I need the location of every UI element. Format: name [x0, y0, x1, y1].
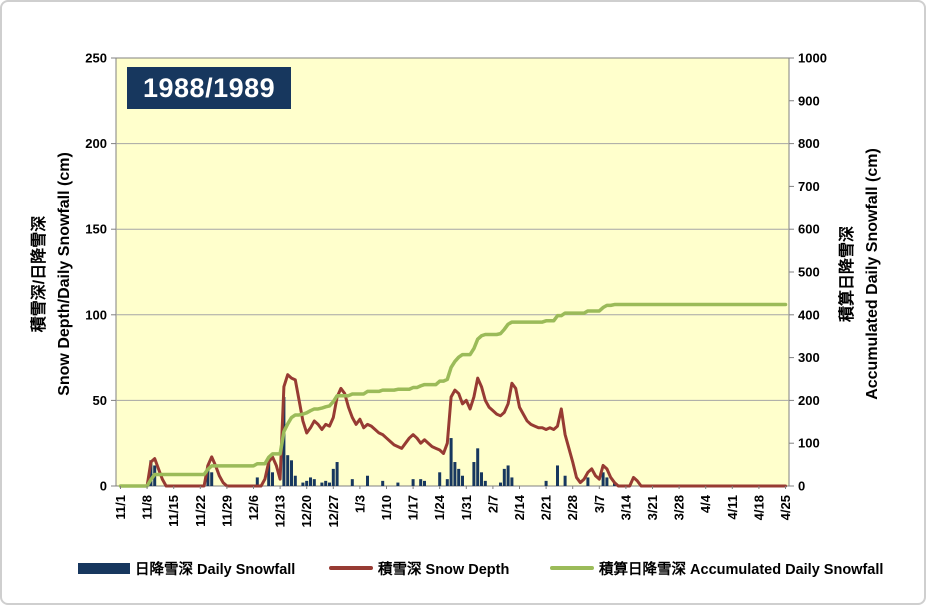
svg-text:4/11: 4/11 — [725, 495, 740, 520]
svg-text:0: 0 — [798, 479, 805, 494]
svg-text:3/28: 3/28 — [672, 495, 687, 520]
svg-text:0: 0 — [100, 479, 107, 494]
svg-text:3/14: 3/14 — [618, 494, 633, 520]
daily-snowfall-bars — [149, 396, 616, 486]
svg-text:1/24: 1/24 — [432, 494, 447, 520]
legend-label: 積雪深 Snow Depth — [378, 561, 510, 578]
legend-item-daily-snowfall: 日降雪深 Daily Snowfall — [78, 555, 295, 581]
svg-text:1/10: 1/10 — [379, 495, 394, 520]
legend: 日降雪深 Daily Snowfall 積雪深 Snow Depth 積算日降雪… — [2, 555, 924, 581]
svg-text:1000: 1000 — [798, 51, 827, 66]
svg-text:12/13: 12/13 — [273, 495, 288, 528]
svg-text:2/7: 2/7 — [485, 495, 500, 513]
svg-text:900: 900 — [798, 93, 820, 108]
svg-text:2/28: 2/28 — [565, 495, 580, 520]
plot-area — [115, 57, 790, 487]
snow-depth-line — [119, 373, 787, 488]
svg-text:1/17: 1/17 — [406, 495, 421, 520]
legend-label: 積算日降雪深 Accumulated Daily Snowfall — [599, 561, 884, 578]
svg-text:600: 600 — [798, 222, 820, 237]
chart-title: 1988/1989 — [127, 67, 292, 110]
left-axis-title-en: Snow Depth/Daily Snowfall (cm) — [56, 152, 73, 396]
svg-text:3/21: 3/21 — [645, 495, 660, 520]
accumulated-snowfall-swatch-icon — [550, 566, 594, 570]
svg-text:12/6: 12/6 — [246, 495, 261, 520]
svg-text:100: 100 — [798, 436, 820, 451]
svg-text:11/15: 11/15 — [166, 495, 181, 527]
svg-text:1/31: 1/31 — [459, 495, 474, 520]
right-axis-title: 積算日降雪深 Accumulated Daily Snowfall (cm) — [835, 148, 885, 400]
right-axis: 0 100 200 300 400 500 600 700 800 900 1000 — [789, 51, 827, 494]
legend-label: 日降雪深 Daily Snowfall — [135, 561, 296, 578]
svg-text:3/7: 3/7 — [592, 495, 607, 513]
svg-text:2/14: 2/14 — [512, 494, 527, 520]
svg-text:500: 500 — [798, 265, 820, 280]
svg-text:4/25: 4/25 — [778, 495, 793, 520]
svg-text:400: 400 — [798, 307, 820, 322]
left-axis-title: 積雪深/日降雪深 Snow Depth/Daily Snowfall (cm) — [27, 152, 77, 396]
gridlines — [116, 143, 789, 401]
accumulated-snowfall-line — [118, 302, 788, 488]
daily-snowfall-swatch-icon — [78, 562, 130, 574]
snow-depth-swatch-icon — [329, 566, 373, 570]
right-axis-title-en: Accumulated Daily Snowfall (cm) — [864, 148, 881, 400]
legend-item-snow-depth: 積雪深 Snow Depth — [329, 555, 509, 581]
right-axis-title-ja: 積算日降雪深 — [839, 225, 856, 323]
svg-text:11/29: 11/29 — [219, 495, 234, 527]
svg-text:200: 200 — [798, 393, 820, 408]
svg-text:4/18: 4/18 — [751, 495, 766, 520]
left-axis: 0 50 100 150 200 250 — [85, 51, 116, 494]
svg-text:100: 100 — [85, 307, 107, 322]
legend-item-accumulated-snowfall: 積算日降雪深 Accumulated Daily Snowfall — [550, 555, 883, 581]
svg-text:2/21: 2/21 — [539, 495, 554, 520]
left-axis-title-ja: 積雪深/日降雪深 — [31, 215, 48, 333]
svg-text:200: 200 — [85, 136, 107, 151]
svg-text:11/1: 11/1 — [113, 495, 128, 520]
svg-text:700: 700 — [798, 179, 820, 194]
svg-text:1/3: 1/3 — [352, 495, 367, 513]
svg-text:12/27: 12/27 — [326, 495, 341, 528]
x-axis: 11/1 11/8 11/15 11/22 11/29 12/6 12/13 12/20 12/… — [113, 486, 793, 528]
svg-text:300: 300 — [798, 350, 820, 365]
svg-text:4/4: 4/4 — [698, 494, 713, 513]
svg-text:11/8: 11/8 — [140, 495, 155, 520]
svg-text:150: 150 — [85, 222, 107, 237]
svg-text:11/22: 11/22 — [193, 495, 208, 527]
svg-text:800: 800 — [798, 136, 820, 151]
svg-text:12/20: 12/20 — [299, 495, 314, 528]
svg-text:250: 250 — [85, 51, 107, 66]
svg-text:50: 50 — [93, 393, 107, 408]
